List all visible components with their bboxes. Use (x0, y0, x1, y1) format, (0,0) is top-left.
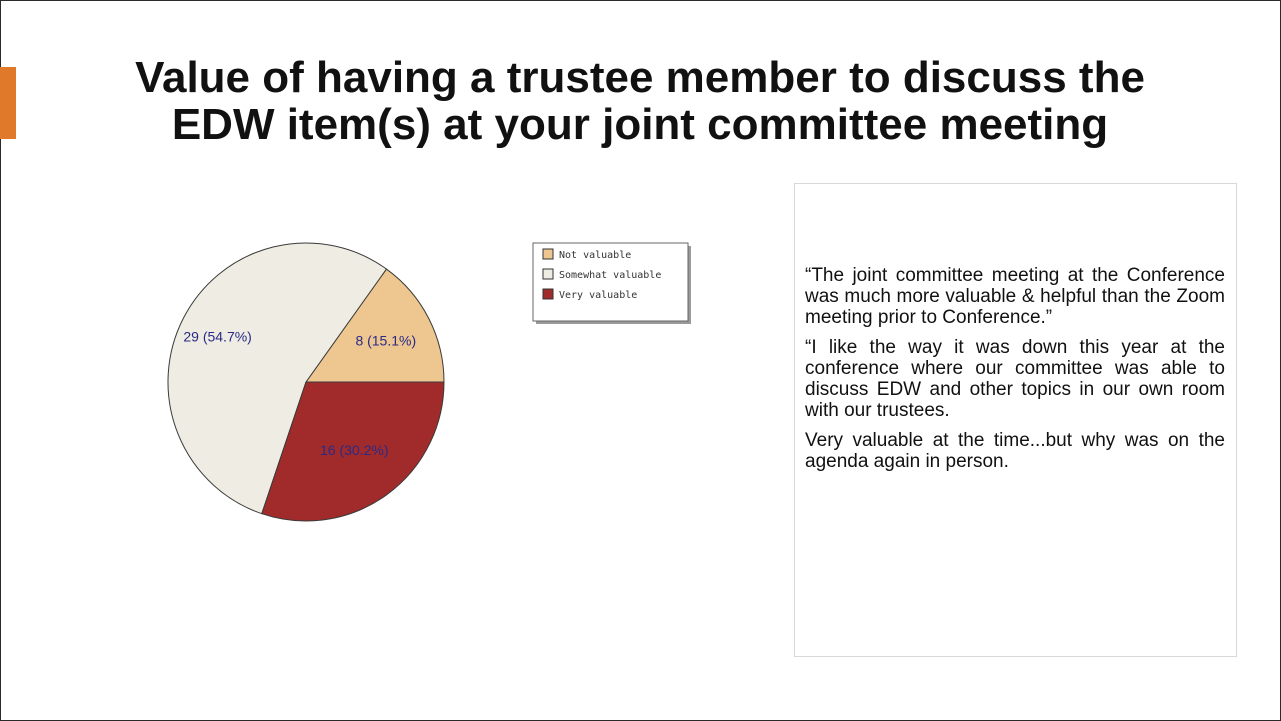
quote-2: “I like the way it was down this year at… (805, 337, 1225, 421)
slide-title: Value of having a trustee member to disc… (40, 54, 1240, 148)
chart-legend: Not valuable Somewhat valuable Very valuab… (532, 242, 691, 324)
legend-swatch-not-valuable (542, 248, 554, 260)
quote-3: Very valuable at the time...but why was … (805, 430, 1225, 472)
legend-label-very-valuable: Very valuable (559, 290, 637, 301)
legend-label-not-valuable: Not valuable (559, 250, 631, 261)
legend-label-somewhat-valuable: Somewhat valuable (559, 270, 661, 281)
pie-label-very-valuable: 16 (30.2%) (320, 442, 388, 458)
title-line-2: EDW item(s) at your joint committee meet… (171, 100, 1109, 149)
pie-slice-somewhat-valuable (167, 242, 388, 515)
pie-slice-very-valuable (261, 381, 445, 522)
legend-swatch-very-valuable (542, 288, 554, 300)
legend-swatch-somewhat-valuable (542, 268, 554, 280)
pie-label-somewhat-valuable: 29 (54.7%) (183, 328, 251, 344)
pie-label-not-valuable: 8 (15.1%) (355, 333, 416, 349)
quote-1: “The joint committee meeting at the Conf… (805, 265, 1225, 328)
legend-box (532, 242, 689, 322)
pie-labels: 8 (15.1%) 29 (54.7%) 16 (30.2%) (183, 328, 416, 457)
pie-slice-not-valuable (305, 268, 445, 383)
quote-box (794, 183, 1237, 657)
pie-slices (167, 242, 445, 522)
quotes-text: “The joint committee meeting at the Conf… (805, 265, 1225, 481)
accent-bar (0, 67, 16, 139)
title-line-1: Value of having a trustee member to disc… (135, 53, 1145, 102)
